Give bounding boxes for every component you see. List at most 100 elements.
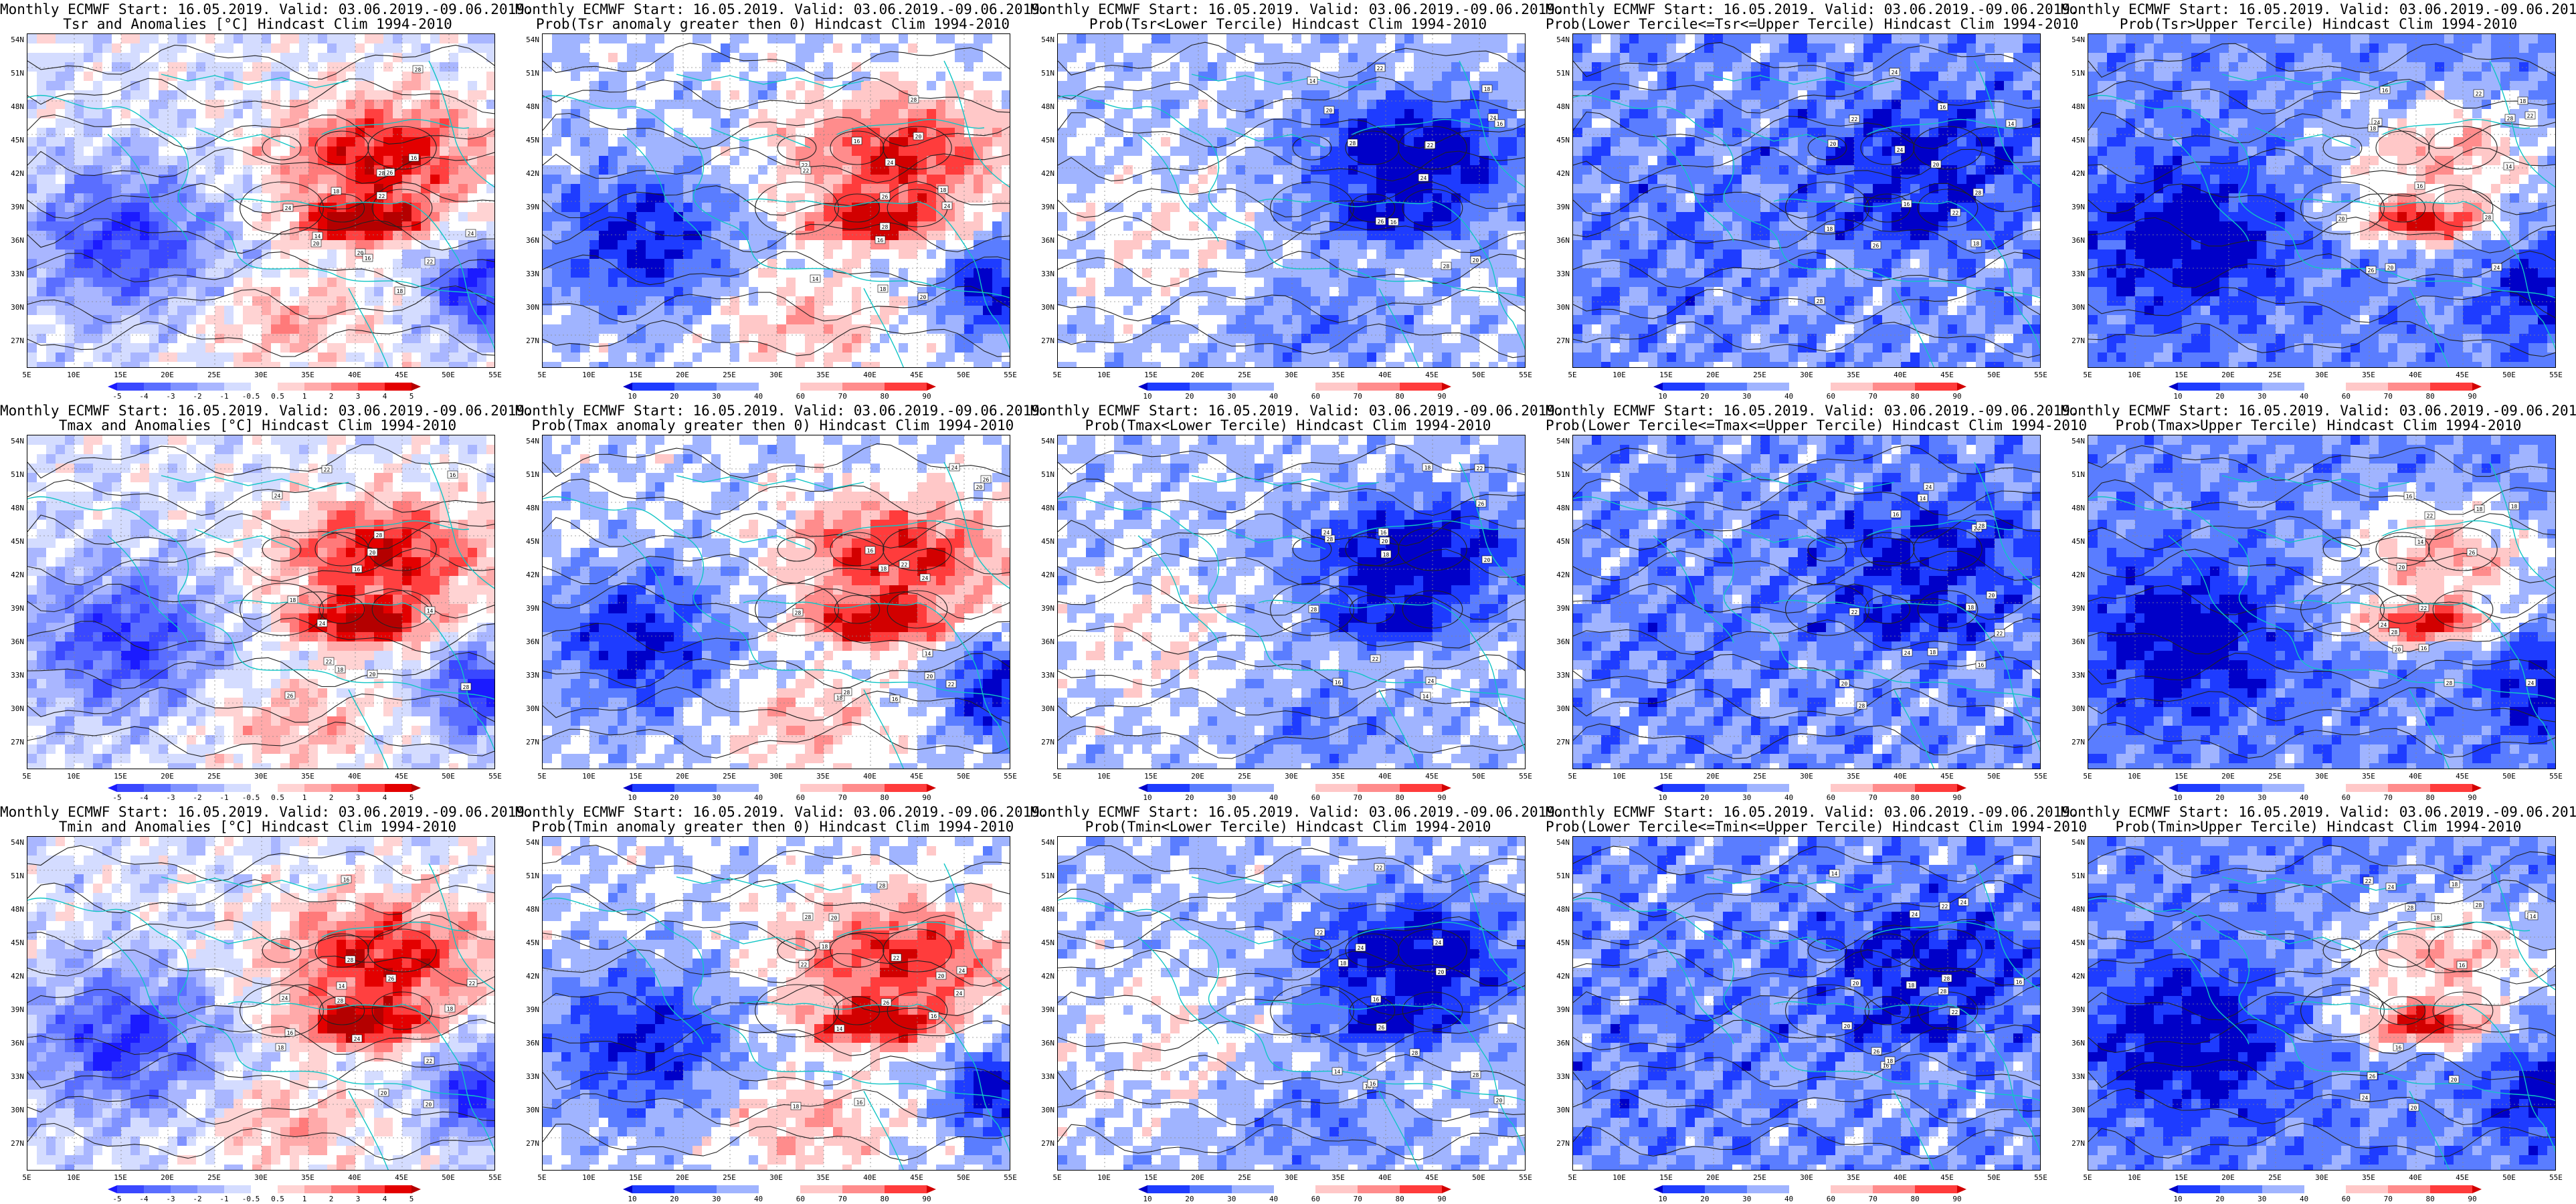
colorbar-tick-label: 0.5 [264, 392, 291, 401]
colorbar-tick-label: -0.5 [238, 1195, 264, 1203]
lat-label: 39N [2063, 605, 2085, 613]
lat-label: 45N [2063, 538, 2085, 546]
lat-label: 36N [1033, 1039, 1054, 1047]
svg-text:24: 24 [468, 231, 474, 237]
lat-label: 33N [2063, 672, 2085, 680]
lon-label: 50E [1465, 371, 1492, 379]
colorbar-segment [1273, 1185, 1316, 1193]
colorbar-tick-label: 70 [1344, 1195, 1371, 1203]
colorbar-tick-label: 90 [1944, 793, 1970, 802]
lat-label: 30N [3, 304, 24, 312]
lat-label: 27N [1548, 1140, 1570, 1148]
lon-label: 30E [1793, 371, 1820, 379]
lon-label: 30E [763, 371, 790, 379]
colorbar-segment [2388, 1185, 2431, 1193]
lat-label: 39N [3, 203, 24, 211]
lat-label: 45N [518, 939, 539, 947]
colorbar-tick-label: -5 [104, 793, 130, 802]
lat-label: 48N [518, 906, 539, 914]
lon-label: 30E [248, 772, 274, 781]
lon-label: 55E [1512, 371, 1539, 379]
lon-label: 20E [669, 371, 696, 379]
colorbar-tick-label: 10 [619, 1195, 646, 1203]
colorbar-max-arrow [411, 1185, 421, 1193]
coastlines [1573, 462, 2040, 769]
colorbar-segment [674, 784, 717, 792]
lon-label: 35E [1325, 371, 1352, 379]
map-panel: Monthly ECMWF Start: 16.05.2019. Valid: … [1546, 803, 2087, 1204]
lon-label: 25E [201, 1173, 227, 1182]
colorbar-tick-label: 40 [1776, 392, 1803, 401]
lat-label: 39N [1548, 1006, 1570, 1014]
lat-label: 42N [1033, 973, 1054, 981]
colorbar-segment [278, 1185, 305, 1193]
lon-label: 50E [1465, 1173, 1492, 1182]
lat-label: 27N [518, 337, 539, 345]
lon-label: 25E [716, 772, 743, 781]
lat-label: 39N [2063, 1006, 2085, 1014]
colorbar-tick-label: 10 [1134, 1195, 1161, 1203]
lon-label: 55E [997, 1173, 1024, 1182]
colorbar-segment [304, 383, 332, 391]
colorbar-tick-label: 80 [1902, 392, 1928, 401]
temperature-contours [1058, 41, 1525, 359]
colorbar-tick-label: 30 [2249, 1195, 2276, 1203]
lon-label: 55E [2027, 371, 2054, 379]
colorbar-segment [1788, 784, 1831, 792]
lon-label: 5E [1044, 371, 1071, 379]
colorbar-segment [1189, 383, 1232, 391]
lon-label: 50E [435, 371, 462, 379]
lat-label: 36N [3, 638, 24, 646]
colorbar-tick-label: -0.5 [238, 793, 264, 802]
colorbar-min-arrow [623, 1185, 632, 1193]
colorbar-segment [2219, 1185, 2263, 1193]
lon-label: 10E [2121, 1173, 2148, 1182]
lon-label: 45E [2449, 371, 2476, 379]
coastlines [1058, 60, 1525, 367]
temperature-contours [27, 444, 494, 757]
colorbar-segment [385, 1185, 412, 1193]
temperature-contours [2088, 445, 2555, 759]
colorbar-tick-label: 30 [1734, 1195, 1760, 1203]
lon-label: 10E [60, 1173, 87, 1182]
colorbar-tick-label: -1 [211, 1195, 238, 1203]
panel-title-line1: Monthly ECMWF Start: 16.05.2019. Valid: … [0, 1, 533, 17]
lon-label: 20E [154, 1173, 181, 1182]
lat-label: 48N [1033, 906, 1054, 914]
panel-title-line1: Monthly ECMWF Start: 16.05.2019. Valid: … [515, 804, 1048, 820]
colorbar-tick-label: 80 [1902, 793, 1928, 802]
colorbar-tick-label: 70 [829, 1195, 856, 1203]
colorbar-min-arrow [1653, 383, 1663, 391]
lon-label: 10E [1606, 371, 1633, 379]
colorbar-segment [758, 1185, 801, 1193]
colorbar-tick-label: 40 [2291, 793, 2318, 802]
temperature-contours [1573, 845, 2040, 1159]
colorbar-max-arrow [1442, 1185, 1451, 1193]
colorbar-segment [144, 1185, 171, 1193]
lat-label: 30N [2063, 705, 2085, 713]
colorbar-segment [144, 784, 171, 792]
lon-label: 30E [248, 1173, 274, 1182]
lat-label: 48N [2063, 504, 2085, 512]
lat-label: 51N [518, 872, 539, 880]
colorbar-min-arrow [2169, 383, 2178, 391]
